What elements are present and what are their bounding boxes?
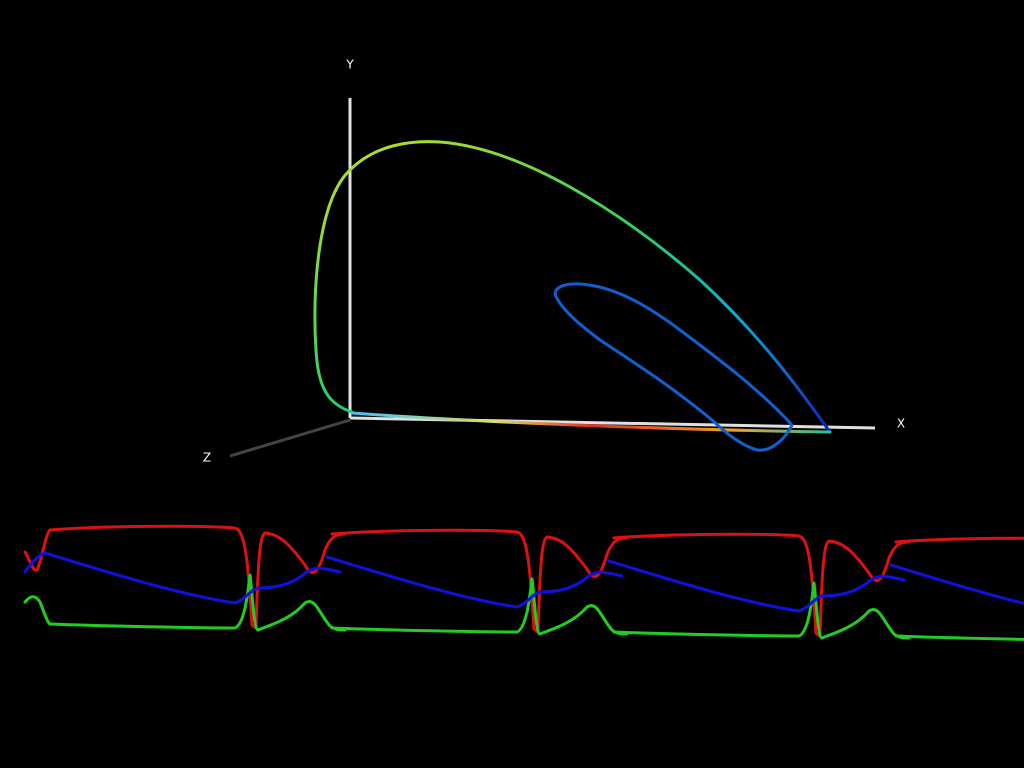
z-axis <box>229 418 351 458</box>
green-start <box>23 595 52 626</box>
base-return <box>350 411 832 434</box>
cycle <box>325 528 629 636</box>
z-axis-label: Z <box>203 451 211 465</box>
time-series <box>23 524 1024 644</box>
phase-plot: Y X Z <box>203 58 905 465</box>
inner-loop <box>553 282 794 452</box>
blue-start <box>23 551 47 574</box>
red-start <box>23 528 52 572</box>
cycle <box>607 532 911 640</box>
outer-loop <box>313 140 832 434</box>
cycle <box>43 524 347 632</box>
y-axis-label: Y <box>345 58 354 72</box>
cycle <box>889 536 1024 644</box>
x-axis-label: X <box>897 417 905 431</box>
